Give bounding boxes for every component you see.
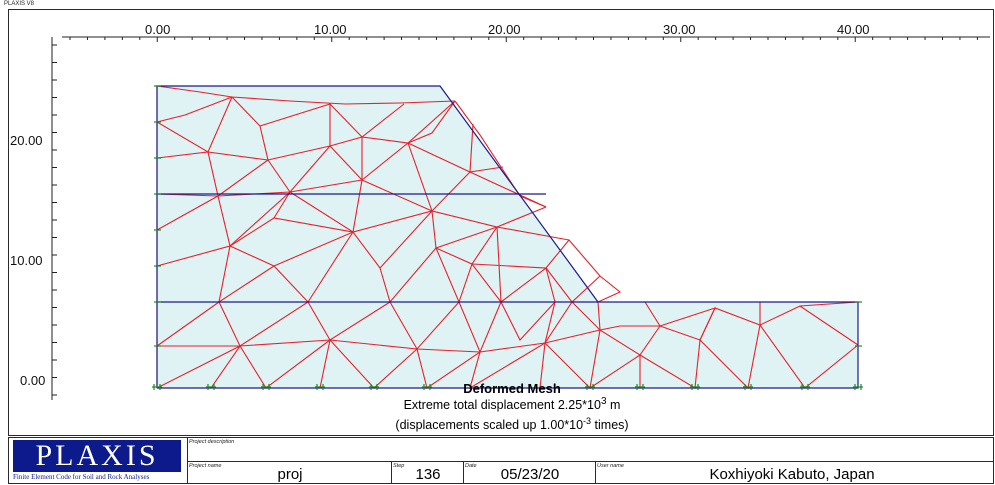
deformed-mesh — [156, 85, 859, 390]
mesh-edge — [217, 159, 269, 197]
x-tick-label: 30.00 — [663, 22, 696, 37]
plot-title: Deformed Mesh — [463, 381, 561, 396]
mesh-edge — [597, 301, 601, 331]
mesh-edge — [519, 195, 547, 208]
mesh-edge — [644, 301, 717, 341]
date-label: Date — [465, 463, 477, 469]
displacement-caption: Extreme total displacement 2.25*103 m — [404, 396, 621, 412]
step-value: 136 — [415, 466, 441, 483]
project-description-label: Project description — [189, 439, 235, 445]
x-tick-label: 0.00 — [145, 22, 170, 37]
y-tick-label: 10.00 — [10, 253, 43, 268]
logo-box: PLAXIS Finite Element Code for Soil and … — [9, 438, 188, 484]
date-value: 05/23/20 — [500, 466, 560, 483]
project-name: proj — [277, 466, 303, 483]
mesh-edge — [156, 121, 331, 161]
plot-frame — [8, 9, 994, 436]
mesh-edge — [454, 100, 521, 197]
mesh-edge — [589, 354, 641, 389]
mesh-edge — [329, 100, 456, 144]
logo-subtitle: Finite Element Code for Soil and Rock An… — [13, 473, 150, 481]
mesh-edge — [156, 96, 233, 123]
mesh-edge — [218, 245, 231, 303]
divider — [463, 461, 464, 484]
mesh-edge — [156, 85, 456, 105]
plot-canvas[interactable]: 0.00 10.00 20.00 30.00 40.00 20.00 10.00… — [0, 0, 995, 436]
divider — [595, 461, 596, 484]
mesh-edge — [599, 325, 660, 331]
mesh-edge — [273, 209, 498, 269]
title-block: PLAXIS Finite Element Code for Soil and … — [8, 437, 994, 484]
mesh-edge — [361, 179, 433, 212]
x-tick-label: 40.00 — [837, 22, 870, 37]
plaxis-logo: PLAXIS — [13, 440, 181, 472]
mesh-edge — [207, 96, 233, 153]
fixities — [152, 85, 863, 390]
app-title: PLAXIS V8 — [4, 1, 35, 7]
mesh-edge — [471, 239, 622, 303]
mesh-edge — [267, 142, 409, 193]
mesh-edge — [407, 142, 504, 213]
y-tick-label: 20.00 — [10, 133, 43, 148]
scale-caption: (displacements scaled up 1.00*10-3 times… — [395, 416, 628, 432]
mesh-edge — [799, 301, 859, 307]
step-label: Step — [393, 463, 405, 469]
mesh-edge — [156, 151, 219, 197]
mesh-edge — [496, 226, 570, 241]
mesh-edge — [239, 338, 546, 390]
x-axis-ticks — [69, 37, 978, 42]
x-tick-label: 20.00 — [488, 22, 521, 37]
divider — [391, 461, 392, 484]
mesh-edge — [156, 191, 291, 248]
user-name: Koxhiyoki Kabuto, Japan — [709, 466, 875, 483]
x-tick-label: 10.00 — [314, 22, 347, 37]
project-name-label: Project name — [189, 463, 222, 469]
mesh-edge — [407, 100, 456, 144]
mesh-edge — [273, 191, 291, 219]
y-axis-ticks — [52, 44, 57, 396]
y-tick-label: 0.00 — [20, 373, 45, 388]
mesh-edge — [544, 305, 859, 390]
soil-body — [157, 86, 858, 388]
divider — [187, 461, 993, 462]
user-name-label: User name — [597, 463, 624, 469]
mesh-edge — [229, 206, 547, 247]
